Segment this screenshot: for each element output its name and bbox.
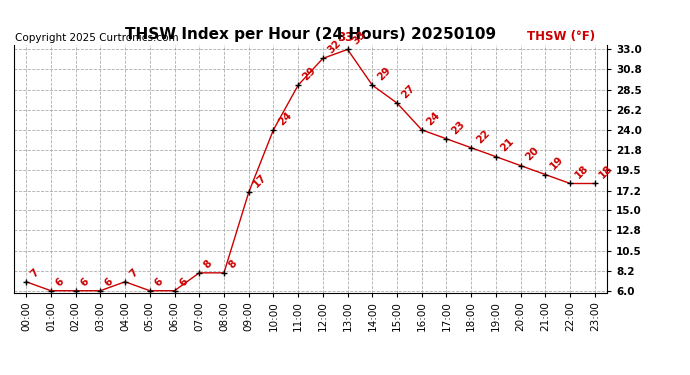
Text: 6: 6 xyxy=(54,276,66,288)
Text: 29: 29 xyxy=(375,65,393,82)
Text: 7: 7 xyxy=(29,267,41,279)
Text: 22: 22 xyxy=(474,128,491,145)
Text: 24: 24 xyxy=(276,110,294,127)
Text: 27: 27 xyxy=(400,83,417,100)
Text: 6: 6 xyxy=(79,276,90,288)
Text: 23: 23 xyxy=(449,119,466,136)
Text: 20: 20 xyxy=(524,146,541,163)
Text: 8: 8 xyxy=(202,258,214,270)
Text: 8: 8 xyxy=(227,258,239,270)
Text: Copyright 2025 Curtronics.com: Copyright 2025 Curtronics.com xyxy=(15,33,179,42)
Text: 6: 6 xyxy=(177,276,190,288)
Text: 19: 19 xyxy=(548,154,565,172)
Text: 17: 17 xyxy=(251,172,269,190)
Text: 32: 32 xyxy=(326,38,343,56)
Text: 6: 6 xyxy=(152,276,165,288)
Text: 18: 18 xyxy=(598,164,615,181)
Title: THSW Index per Hour (24 Hours) 20250109: THSW Index per Hour (24 Hours) 20250109 xyxy=(125,27,496,42)
Text: 7: 7 xyxy=(128,267,140,279)
Text: 18: 18 xyxy=(573,164,590,181)
Text: 24: 24 xyxy=(424,110,442,127)
Text: 21: 21 xyxy=(499,136,516,154)
Text: 33: 33 xyxy=(351,29,368,47)
Text: 33: 33 xyxy=(337,31,353,44)
Text: THSW (°F): THSW (°F) xyxy=(527,30,595,42)
Text: 29: 29 xyxy=(301,65,318,82)
Text: 6: 6 xyxy=(103,276,115,288)
